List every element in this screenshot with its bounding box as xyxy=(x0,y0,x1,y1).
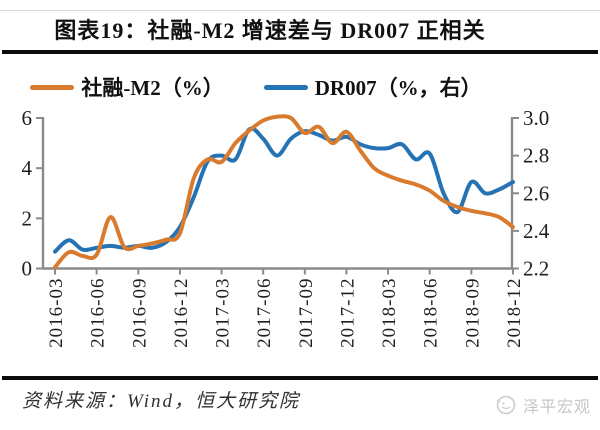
x-axis-tick-label: 2018-09 xyxy=(462,278,483,348)
x-axis-tick-label: 2016-03 xyxy=(46,278,67,348)
x-axis-tick-label: 2018-06 xyxy=(421,278,442,348)
right-axis-tick-label: 3.0 xyxy=(523,106,549,130)
x-axis-tick-label: 2018-12 xyxy=(504,278,525,348)
data-source-note: 资料来源：Wind，恒大研究院 xyxy=(22,391,301,412)
top-hairline xyxy=(0,10,600,11)
x-axis-tick-label: 2017-06 xyxy=(254,278,275,348)
x-axis-tick-label: 2017-03 xyxy=(213,278,234,348)
left-axis-tick-label: 0 xyxy=(22,257,33,281)
legend-item-sherong-m2: 社融-M2（%） xyxy=(30,72,224,102)
x-axis-tick-label: 2016-09 xyxy=(129,278,150,348)
right-axis-tick-label: 2.2 xyxy=(523,257,549,281)
watermark-label: 泽平宏观 xyxy=(523,399,592,416)
left-axis-tick-label: 6 xyxy=(22,106,33,130)
right-axis-tick-label: 2.6 xyxy=(523,181,549,205)
right-axis-tick-label: 2.4 xyxy=(523,219,550,243)
x-axis-tick-label: 2017-12 xyxy=(337,278,358,348)
x-axis-tick-label: 2016-12 xyxy=(171,278,192,348)
x-axis-tick-label: 2018-03 xyxy=(379,278,400,348)
sherong-m2-line-swatch-icon xyxy=(30,84,75,90)
right-axis-tick-label: 2.8 xyxy=(523,144,549,168)
x-axis-tick-label: 2016-06 xyxy=(88,278,109,348)
chart-legend: 社融-M2（%） DR007（%，右） xyxy=(0,72,556,102)
watermark-logo-icon xyxy=(496,395,516,415)
title-divider-rule xyxy=(2,50,598,54)
left-axis-tick-label: 4 xyxy=(22,156,33,180)
series-line-sherong-m2 xyxy=(53,114,515,270)
series-line-dr007 xyxy=(53,126,515,254)
left-axis-tick-label: 2 xyxy=(22,206,33,230)
x-axis-tick-label: 2017-09 xyxy=(296,278,317,348)
dr007-line-swatch-icon xyxy=(263,84,308,90)
legend-label-dr007: DR007（%，右） xyxy=(314,76,482,100)
footer-divider-rule xyxy=(2,376,598,380)
figure-title: 图表19：社融-M2 增速差与 DR007 正相关 xyxy=(54,18,486,43)
watermark: 泽平宏观 xyxy=(494,393,591,417)
legend-label-sherong-m2: 社融-M2（%） xyxy=(81,76,224,100)
legend-item-dr007: DR007（%，右） xyxy=(263,72,482,102)
